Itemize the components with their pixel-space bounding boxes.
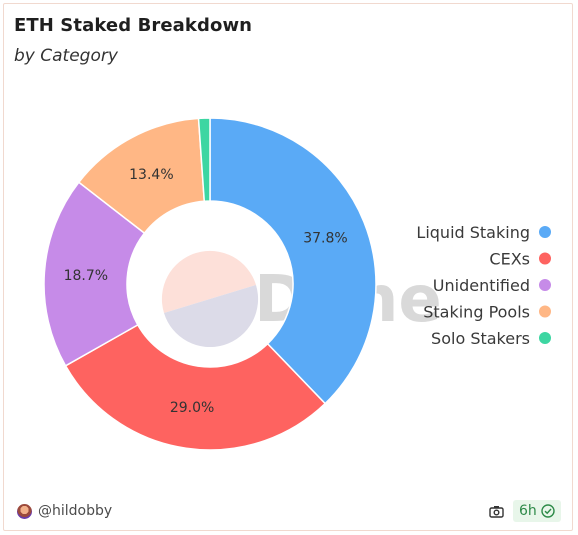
- camera-icon[interactable]: [489, 505, 504, 518]
- legend-swatch-cexs[interactable]: [539, 252, 551, 265]
- legend-swatch-solo-stakers[interactable]: [539, 332, 551, 344]
- legend-label-staking-pools: Staking Pools: [423, 303, 530, 322]
- refresh-badge[interactable]: 6h: [513, 500, 561, 522]
- avatar: [17, 503, 32, 519]
- age-label: 6h: [519, 503, 537, 519]
- legend-swatch-unidentified[interactable]: [539, 279, 551, 291]
- slice-label-staking-pools: 13.4%: [129, 167, 173, 183]
- chart-title: ETH Staked Breakdown: [14, 15, 253, 36]
- center-fill-top: [161, 250, 256, 313]
- legend: Liquid Staking CEXs Unidentified Staking Po…: [416, 223, 551, 348]
- legend-swatch-staking-pools[interactable]: [539, 305, 551, 318]
- center-fill-bottom: [164, 285, 259, 348]
- slice-unidentified[interactable]: [43, 181, 146, 367]
- check-circle-icon: [541, 504, 555, 518]
- legend-label-unidentified: Unidentified: [433, 276, 530, 295]
- slice-label-cexs: 29.0%: [170, 400, 214, 416]
- slice-labels: 37.8% 29.0% 18.7% 13.4%: [64, 167, 348, 416]
- legend-label-solo-stakers: Solo Stakers: [431, 329, 530, 348]
- slice-solo-stakers[interactable]: [197, 117, 211, 202]
- slice-label-unidentified: 18.7%: [64, 268, 108, 284]
- donut-slices: [43, 117, 377, 451]
- legend-label-liquid-staking: Liquid Staking: [416, 223, 530, 242]
- donut-center: [161, 250, 259, 348]
- legend-label-cexs: CEXs: [489, 250, 530, 269]
- author-link[interactable]: @hildobby: [17, 503, 112, 519]
- slice-cexs[interactable]: [64, 323, 327, 451]
- slice-label-liquid-staking: 37.8%: [303, 230, 347, 246]
- chart-subtitle: by Category: [14, 46, 118, 66]
- author-name: @hildobby: [38, 503, 113, 519]
- legend-swatch-liquid-staking[interactable]: [539, 226, 551, 238]
- slice-liquid-staking[interactable]: [209, 117, 377, 405]
- chart-card: [3, 3, 573, 531]
